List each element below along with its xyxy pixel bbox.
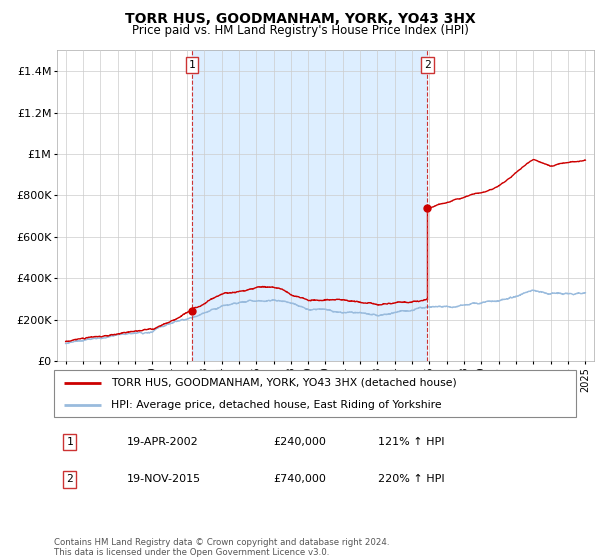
Text: HPI: Average price, detached house, East Riding of Yorkshire: HPI: Average price, detached house, East…	[112, 400, 442, 410]
Text: 220% ↑ HPI: 220% ↑ HPI	[377, 474, 444, 484]
Text: 19-NOV-2015: 19-NOV-2015	[127, 474, 201, 484]
Text: TORR HUS, GOODMANHAM, YORK, YO43 3HX: TORR HUS, GOODMANHAM, YORK, YO43 3HX	[125, 12, 475, 26]
Text: Contains HM Land Registry data © Crown copyright and database right 2024.
This d: Contains HM Land Registry data © Crown c…	[54, 538, 389, 557]
Text: Price paid vs. HM Land Registry's House Price Index (HPI): Price paid vs. HM Land Registry's House …	[131, 24, 469, 36]
Text: TORR HUS, GOODMANHAM, YORK, YO43 3HX (detached house): TORR HUS, GOODMANHAM, YORK, YO43 3HX (de…	[112, 378, 457, 388]
Text: £240,000: £240,000	[273, 437, 326, 447]
Text: 1: 1	[66, 437, 73, 447]
FancyBboxPatch shape	[54, 370, 576, 417]
Text: £740,000: £740,000	[273, 474, 326, 484]
Text: 1: 1	[189, 60, 196, 70]
Text: 2: 2	[424, 60, 431, 70]
Bar	[192, 50, 427, 361]
Text: 19-APR-2002: 19-APR-2002	[127, 437, 199, 447]
Text: 2: 2	[66, 474, 73, 484]
Text: 121% ↑ HPI: 121% ↑ HPI	[377, 437, 444, 447]
